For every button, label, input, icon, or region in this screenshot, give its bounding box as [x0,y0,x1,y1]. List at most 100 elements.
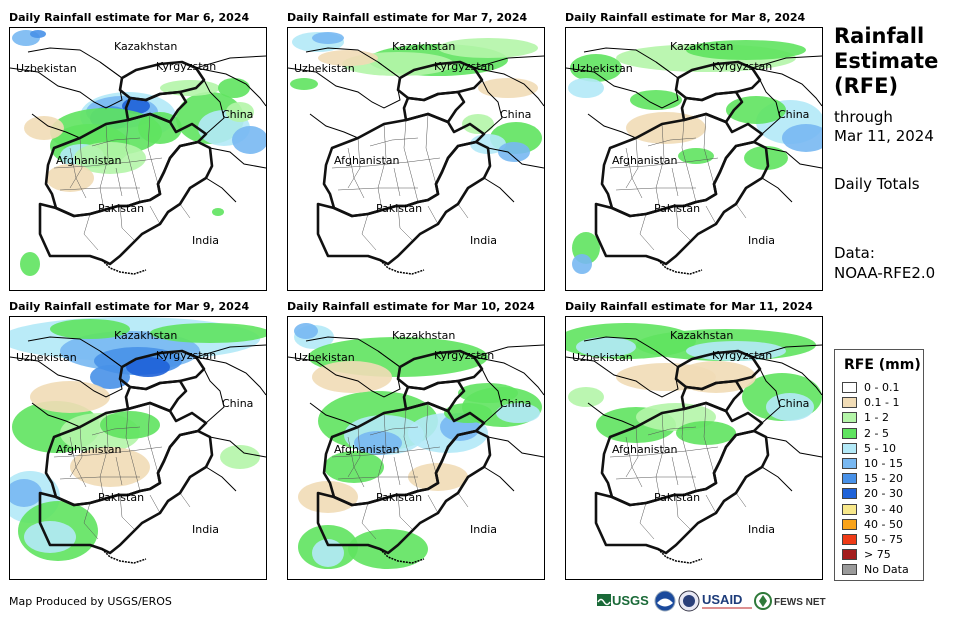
rainfall-area [568,387,604,407]
legend-swatch [842,564,857,576]
country-label-india: India [470,523,497,536]
admin-boundary [393,167,401,197]
admin-boundary [347,137,361,189]
rainfall-area [24,116,64,140]
rainfall-area [676,361,756,393]
rainfall-area [298,481,358,513]
admin-boundary [83,213,99,251]
legend-label: 2 - 5 [864,426,889,440]
admin-boundary [615,187,696,191]
rainfall-area [458,383,518,403]
country-border [761,466,793,492]
rainfall-area [496,403,540,423]
admin-boundary [331,446,441,458]
admin-boundary [69,436,87,488]
country-border [483,177,515,203]
country-label-uzbekistan: Uzbekistan [16,62,77,75]
admin-boundary [59,187,140,191]
country-border [195,356,266,396]
map-title-line: Estimate [834,49,939,73]
admin-boundary [369,137,419,147]
coastline [657,259,703,275]
admin-boundary [427,205,439,225]
rainfall-area [294,323,318,339]
country-label-kyrgyzstan: Kyrgyzstan [712,349,772,362]
country-label-pakistan: Pakistan [376,202,422,215]
admin-boundary [347,147,365,199]
admin-boundary [703,113,715,185]
legend-label: 30 - 40 [864,502,903,516]
country-border [31,113,81,139]
admin-boundary [393,456,401,486]
legend-label: 0.1 - 1 [864,396,900,410]
admin-boundary [625,147,643,199]
admin-boundary [361,213,377,251]
rainfall-area [24,521,76,553]
country-border [205,177,237,203]
legend-label: 10 - 15 [864,457,903,470]
map-canvas: Kazakhstan Uzbekistan Kyrgyzstan China Afgha… [288,323,544,569]
legend-swatch [842,473,857,485]
admin-boundary [457,492,469,508]
rainfall-area [782,124,822,152]
legend-swatch [842,549,857,561]
country-border [481,79,503,135]
admin-boundary [681,408,697,492]
legend-swatch [842,412,857,424]
rainfall-area [576,337,636,357]
rainfall-area [354,431,402,455]
admin-boundary [703,402,715,474]
admin-boundary [369,426,419,436]
admin-boundary [331,157,441,169]
admin-boundary [625,426,639,478]
rainfall-area [46,164,94,192]
legend-swatch [842,458,857,469]
country-label-china: China [222,108,253,121]
country-border [195,67,266,107]
credit-text: Map Produced by USGS/EROS [9,595,172,608]
country-border [473,67,544,107]
rainfall-area [498,142,530,162]
country-label-afghanistan: Afghanistan [612,443,678,456]
admin-boundary [675,205,691,241]
admin-boundary [99,412,109,500]
fews-net-logo-text: FEWS NET [774,597,826,608]
admin-boundary [179,203,191,219]
admin-boundary [705,494,717,514]
rainfall-area [30,30,46,38]
country-border [209,147,266,169]
rainfall-area [568,78,604,98]
country-label-kazakhstan: Kazakhstan [114,40,177,53]
admin-boundary [147,113,159,185]
country-label-uzbekistan: Uzbekistan [16,351,77,364]
admin-boundary [655,123,665,211]
country-label-afghanistan: Afghanistan [334,154,400,167]
country-label-china: China [500,108,531,121]
admin-boundary [609,157,719,169]
legend-swatch [842,518,857,530]
country-border [587,402,637,428]
country-label-uzbekistan: Uzbekistan [294,351,355,364]
legend-label: 20 - 30 [864,487,903,501]
rainfall-area [20,252,40,276]
map-title-line: Rainfall [834,24,925,48]
admin-boundary [427,494,439,514]
admin-boundary [147,402,159,474]
admin-boundary [115,456,123,486]
admin-boundary [403,408,419,492]
country-label-kazakhstan: Kazakhstan [670,329,733,342]
country-border [31,402,81,428]
country-label-india: India [192,234,219,247]
data-source: Data: NOAA-RFE2.0 [834,243,935,283]
admin-boundary [735,203,747,219]
rainfall-map-mar-6: Kazakhstan Uzbekistan Kyrgyzstan China Afgha… [9,27,267,291]
admin-boundary [119,494,135,530]
admin-boundary [99,123,109,211]
admin-boundary [625,137,639,189]
usgs-logo: USGS [597,593,649,608]
admin-boundary [639,213,655,251]
rainfall-area [312,361,392,393]
coastline [101,259,147,275]
country-border [765,436,822,458]
rainfall-area [232,126,266,154]
